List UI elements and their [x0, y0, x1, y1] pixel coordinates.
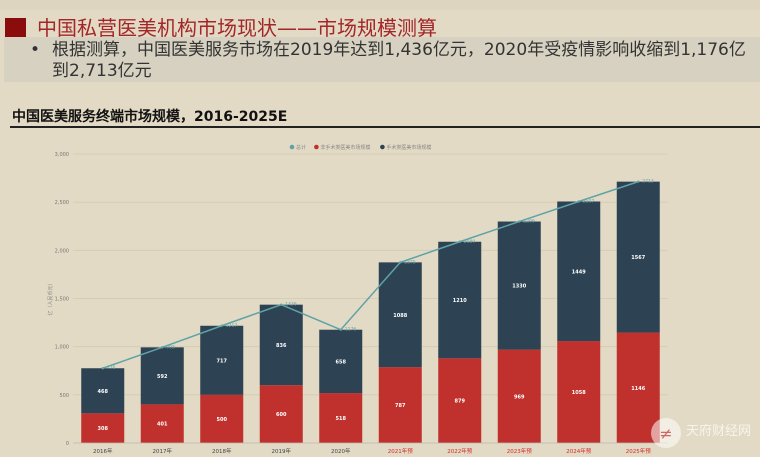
total-point	[101, 367, 104, 370]
bar-data-label: 518	[336, 416, 347, 422]
bar-data-label: 1058	[572, 390, 586, 396]
bullet-band	[4, 37, 760, 82]
bar-surgical	[140, 347, 184, 405]
x-tick-label: 2020年	[331, 447, 351, 455]
total-data-label: 2507	[583, 198, 595, 204]
x-tick-label: 2022年预	[447, 447, 472, 455]
bar-data-label: 600	[276, 412, 287, 418]
bullet-text-line2: 到2,713亿元	[52, 61, 152, 81]
x-tick-label: 2024年预	[566, 447, 591, 455]
y-tick-label: 3,000	[55, 152, 69, 158]
bar-data-label: 1449	[572, 269, 586, 275]
bar-data-label: 1088	[393, 313, 407, 319]
bar-data-label: 717	[217, 358, 228, 364]
bar-non-surgical	[557, 341, 601, 443]
bar-data-label: 1210	[453, 298, 467, 304]
bar-surgical	[378, 262, 422, 368]
bar-non-surgical	[319, 393, 363, 443]
bar-data-label: 1567	[631, 255, 645, 261]
svg-text:天府财经网: 天府财经网	[686, 424, 751, 439]
legend-marker	[314, 144, 319, 150]
slide-title: 中国私营医美机构市场现状——市场规模测算	[37, 16, 437, 40]
bar-data-label: 401	[157, 422, 168, 428]
x-tick-label: 2018年	[212, 447, 232, 455]
bar-surgical	[438, 241, 482, 359]
bar-non-surgical	[497, 349, 541, 443]
bullet-marker: •	[30, 40, 41, 60]
bar-data-label: 1146	[631, 386, 645, 392]
bar-data-label: 969	[514, 394, 525, 400]
legend-label: 总计	[296, 144, 306, 151]
total-point	[220, 324, 223, 327]
y-tick-label: 1,500	[55, 297, 69, 303]
legend-label: 手术类医美市场规模	[386, 144, 431, 151]
y-tick-label: 1,000	[55, 345, 69, 351]
bar-data-label: 879	[455, 399, 466, 405]
y-tick-label: 500	[59, 393, 69, 399]
legend-marker	[289, 144, 295, 150]
total-data-label: 1436	[285, 302, 297, 308]
total-data-label: 1875	[404, 259, 416, 265]
bar-surgical	[497, 221, 541, 350]
y-axis-label: 亿（人民币元）	[47, 280, 54, 315]
y-tick-label: 2,000	[55, 248, 69, 254]
total-data-label: 993	[166, 344, 175, 350]
bar-surgical	[319, 329, 363, 394]
total-data-label: 1217	[226, 323, 238, 329]
legend-marker	[380, 144, 385, 150]
bar-data-label: 658	[336, 359, 347, 365]
watermark-logo: ≠ 天府财经网	[651, 418, 751, 448]
total-data-label: 2299	[523, 219, 535, 225]
bar-non-surgical	[259, 385, 303, 443]
bar-non-surgical	[378, 367, 422, 443]
bar-data-label: 500	[217, 417, 228, 423]
x-tick-label: 2021年预	[388, 447, 413, 455]
bullet-text-line1: 根据测算，中国医美服务市场在2019年达到1,436亿元，2020年受疫情影响收…	[52, 40, 746, 60]
total-line	[102, 180, 639, 369]
bar-surgical	[200, 325, 244, 395]
bar-surgical	[557, 201, 601, 342]
bar-surgical	[81, 368, 125, 414]
total-data-label: 776	[107, 365, 116, 371]
bar-non-surgical	[81, 413, 125, 443]
x-tick-label: 2019年	[272, 447, 292, 455]
bar-non-surgical	[616, 332, 660, 443]
total-point	[458, 240, 461, 243]
x-tick-label: 2025年预	[626, 447, 651, 455]
bar-data-label: 787	[395, 403, 406, 409]
y-tick-label: 2,500	[55, 200, 69, 206]
total-data-label: 2713	[642, 179, 654, 185]
bar-data-label: 308	[98, 426, 109, 432]
total-point	[637, 180, 640, 183]
bar-surgical	[616, 181, 660, 333]
bar-surgical	[259, 304, 303, 386]
bar-data-label: 592	[157, 374, 168, 380]
bar-non-surgical	[200, 394, 244, 443]
y-tick-label: 0	[66, 441, 69, 447]
x-tick-label: 2016年	[93, 447, 113, 455]
total-data-label: 1176	[345, 327, 357, 333]
chart-title: 中国医美服务终端市场规模，2016-2025E	[12, 109, 288, 125]
total-point	[280, 303, 283, 306]
legend-label: 非手术类医美市场规模	[320, 144, 370, 151]
bar-data-label: 1330	[512, 284, 526, 290]
total-point	[577, 200, 580, 203]
bar-data-label: 468	[98, 389, 109, 395]
total-point	[399, 261, 402, 264]
x-tick-label: 2017年	[153, 447, 173, 455]
svg-text:≠: ≠	[659, 424, 672, 443]
total-data-label: 2089	[464, 239, 476, 245]
title-rule	[10, 126, 760, 128]
bar-data-label: 836	[276, 343, 287, 349]
x-tick-label: 2023年预	[507, 447, 532, 455]
total-point	[161, 346, 164, 349]
top-band	[0, 0, 760, 10]
bar-non-surgical	[140, 404, 184, 443]
total-point	[518, 220, 521, 223]
bar-non-surgical	[438, 358, 482, 443]
total-point	[339, 328, 342, 331]
